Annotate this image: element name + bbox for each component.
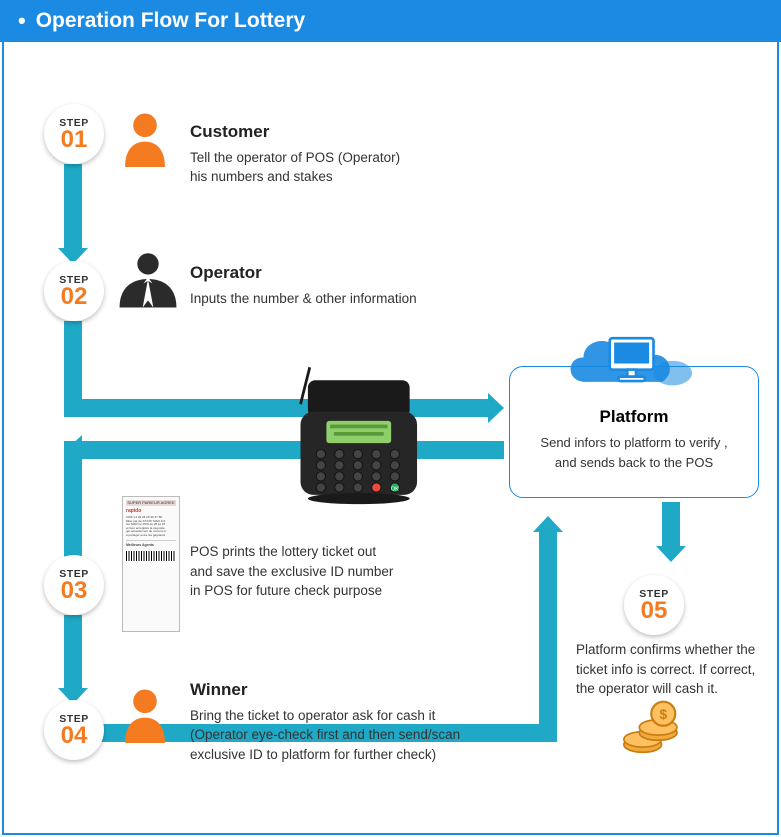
svg-text:$: $ [659,707,667,722]
block-line: Platform confirms whether the [576,640,755,660]
step-number: 05 [641,599,668,623]
block-line: Inputs the number & other information [190,289,417,309]
lottery-ticket: SUPER PARIEUR AGREE rapido 100F L4 22 28… [122,496,180,632]
operator-icon [116,248,180,315]
platform-confirm-text: Platform confirms whether the ticket inf… [576,640,755,699]
block-line: ticket info is correct. If correct, [576,660,755,680]
step-03-badge: STEP 03 [44,555,104,615]
winner-text: Winner Bring the ticket to operator ask … [190,678,460,764]
block-line: POS prints the lottery ticket out [190,542,393,562]
step-number: 03 [61,579,88,603]
operator-text: Operator Inputs the number & other infor… [190,261,417,308]
step-number: 02 [61,285,88,309]
block-line: Tell the operator of POS (Operator) [190,148,400,168]
cloud-platform-icon [559,320,699,405]
block-line: his numbers and stakes [190,167,400,187]
platform-title: Platform [510,407,758,427]
winner-icon [116,685,174,748]
header-bar: • Operation Flow For Lottery [0,0,781,42]
platform-line: and sends back to the POS [510,453,758,473]
block-line: the operator will cash it. [576,679,755,699]
svg-text:OK: OK [391,486,399,492]
header-bullet: • [18,10,26,32]
step-02-badge: STEP 02 [44,261,104,321]
customer-text: Customer Tell the operator of POS (Opera… [190,120,400,187]
step-01-badge: STEP 01 [44,104,104,164]
block-line: (Operator eye-check first and then send/… [190,725,460,745]
step-number: 04 [61,724,88,748]
diagram-canvas: STEP 01 STEP 02 STEP 03 STEP 04 STEP 05 … [4,42,777,833]
block-title: Operator [190,261,417,286]
block-title: Customer [190,120,400,145]
step-number: 01 [61,128,88,152]
block-title: Winner [190,678,460,703]
step-05-badge: STEP 05 [624,575,684,635]
pos-print-text: POS prints the lottery ticket out and sa… [190,542,393,601]
block-line: exclusive ID to platform for further che… [190,745,460,765]
step-04-badge: STEP 04 [44,700,104,760]
platform-line: Send infors to platform to verify , [510,433,758,453]
block-line: Bring the ticket to operator ask for cas… [190,706,460,726]
block-line: and save the exclusive ID number [190,562,393,582]
coins-icon: $ [618,700,688,765]
customer-icon [116,109,174,172]
header-title: Operation Flow For Lottery [36,9,306,33]
block-line: in POS for future check purpose [190,581,393,601]
pos-device: OK [282,358,430,511]
